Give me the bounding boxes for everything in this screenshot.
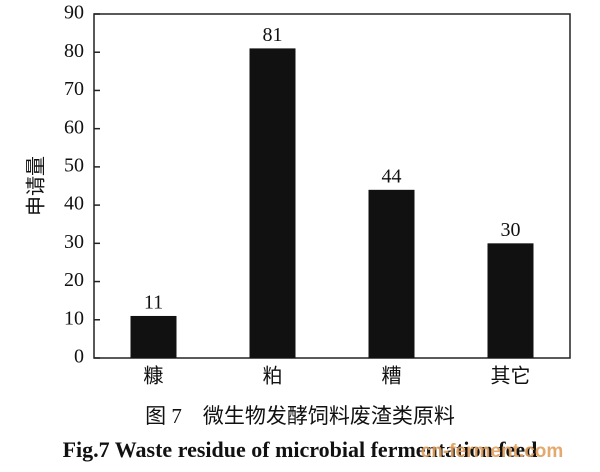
x-tick-label: 糟 <box>382 365 402 388</box>
y-tick-label: 20 <box>64 269 84 291</box>
caption-en: Fig.7 Waste residue of microbial ferment… <box>63 437 538 462</box>
y-tick-label: 50 <box>64 154 84 176</box>
y-axis-label: 申请量 <box>25 156 48 216</box>
x-tick-label: 粕 <box>263 365 283 388</box>
y-tick-label: 30 <box>64 231 84 253</box>
bar <box>487 243 534 358</box>
y-tick-label: 70 <box>64 78 84 100</box>
y-tick-label: 0 <box>74 346 84 368</box>
y-tick-label: 80 <box>64 40 84 62</box>
y-tick-label: 90 <box>64 2 84 24</box>
value-label: 44 <box>382 165 402 187</box>
caption-cn: 图 7 微生物发酵饲料废渣类原料 <box>145 404 455 428</box>
value-label: 30 <box>501 219 521 241</box>
plot-frame <box>93 13 571 359</box>
y-tick-label: 10 <box>64 307 84 329</box>
watermark: cn-ferment.com <box>421 441 564 462</box>
value-label: 81 <box>263 24 283 46</box>
x-tick-label: 糠 <box>144 364 164 388</box>
bar <box>130 315 177 358</box>
bar <box>249 48 296 359</box>
y-tick-label: 40 <box>64 193 84 215</box>
value-label: 11 <box>144 292 163 314</box>
bar <box>368 189 415 358</box>
y-tick-label: 60 <box>64 116 84 138</box>
x-tick-label: 其它 <box>491 365 531 388</box>
